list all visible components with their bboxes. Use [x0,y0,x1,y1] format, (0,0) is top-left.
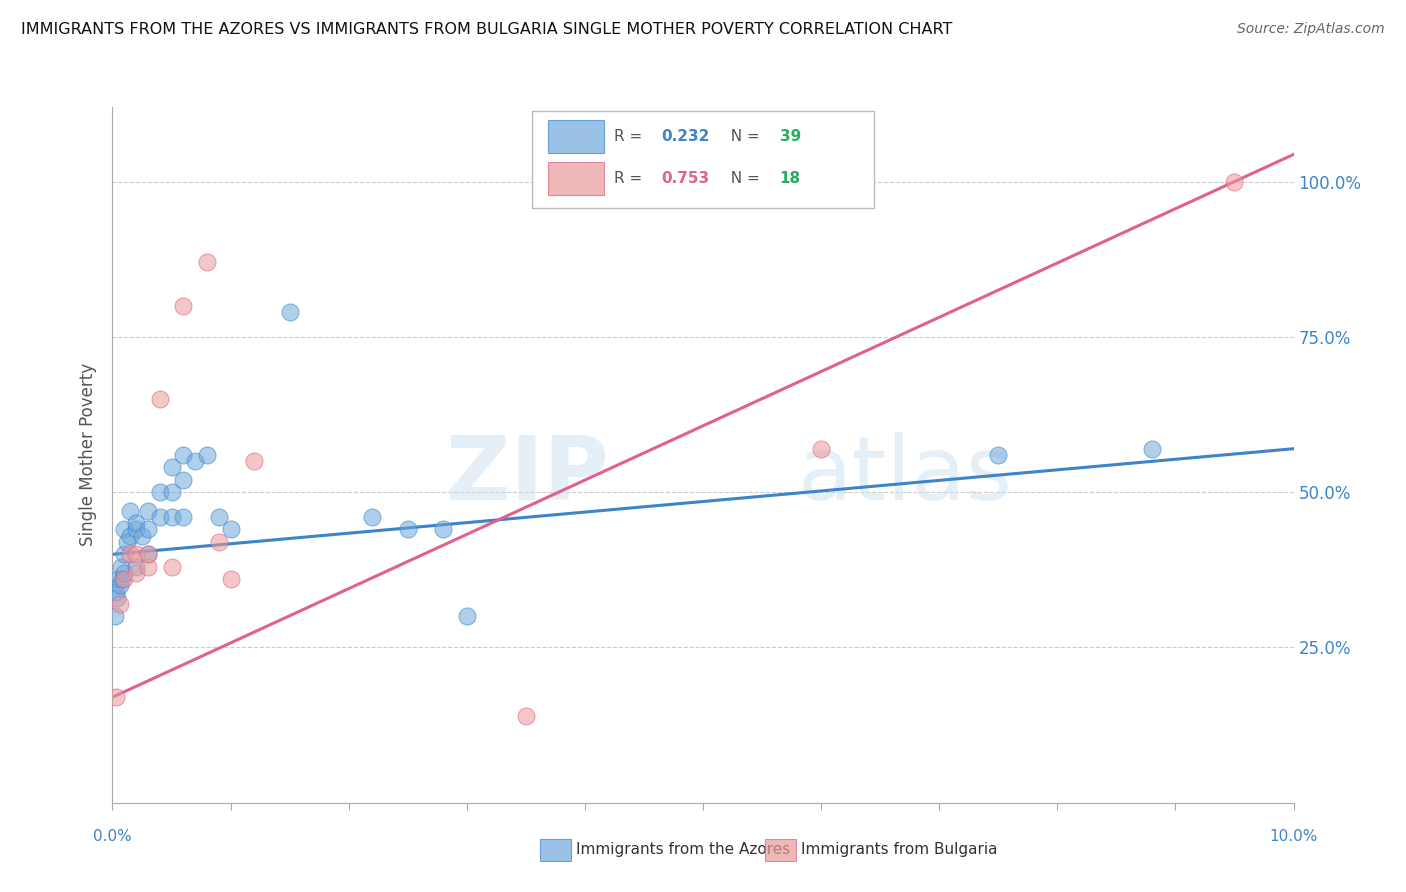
Point [131,529,153,543]
FancyBboxPatch shape [548,120,603,153]
Point [1223,175,1246,189]
Point [125,523,148,537]
Point [105,690,128,705]
Point [120,529,142,543]
Point [195,255,218,269]
Text: atlas: atlas [797,433,1012,519]
Text: Immigrants from Bulgaria: Immigrants from Bulgaria [801,842,998,856]
Text: R =: R = [614,128,648,144]
Point [149,485,172,500]
Point [125,566,148,580]
Point [172,448,194,462]
Point [112,566,135,580]
Point [125,516,148,531]
Point [111,572,134,586]
Text: 0.232: 0.232 [662,128,710,144]
Point [195,448,218,462]
Y-axis label: Single Mother Poverty: Single Mother Poverty [79,363,97,547]
Point [108,578,131,592]
Point [136,504,159,518]
Point [172,299,194,313]
FancyBboxPatch shape [531,111,875,208]
Point [136,547,159,561]
Point [125,559,148,574]
Point [987,448,1010,462]
Text: R =: R = [614,170,648,186]
Point [105,591,128,605]
Point [115,535,138,549]
Text: Immigrants from the Azores: Immigrants from the Azores [576,842,790,856]
Point [278,305,301,319]
Point [1140,442,1163,456]
FancyBboxPatch shape [548,162,603,194]
Point [172,473,194,487]
Point [112,523,135,537]
Point [120,547,142,561]
Point [108,597,131,611]
Point [105,584,128,599]
Point [160,485,183,500]
Point [208,535,231,549]
Point [149,392,172,406]
Point [104,609,127,624]
Point [432,523,454,537]
Text: IMMIGRANTS FROM THE AZORES VS IMMIGRANTS FROM BULGARIA SINGLE MOTHER POVERTY COR: IMMIGRANTS FROM THE AZORES VS IMMIGRANTS… [21,22,952,37]
Point [456,609,478,624]
Text: ZIP: ZIP [446,433,609,519]
Text: 39: 39 [780,128,801,144]
Text: 0.0%: 0.0% [93,830,132,844]
Point [136,547,159,561]
Point [361,510,384,524]
Point [136,523,159,537]
Point [515,708,537,723]
Point [208,510,231,524]
Text: 0.753: 0.753 [662,170,710,186]
Point [396,523,419,537]
Text: N =: N = [721,128,765,144]
Point [112,547,135,561]
Point [125,547,148,561]
Point [184,454,207,468]
Point [136,559,159,574]
Text: 18: 18 [780,170,801,186]
Point [219,572,242,586]
Point [172,510,194,524]
Text: Source: ZipAtlas.com: Source: ZipAtlas.com [1237,22,1385,37]
Point [160,559,183,574]
Point [107,572,129,586]
Point [112,572,135,586]
Point [149,510,172,524]
Point [243,454,266,468]
Point [160,460,183,475]
Point [810,442,832,456]
Text: 10.0%: 10.0% [1270,830,1317,844]
Point [219,523,242,537]
Point [120,504,142,518]
Text: N =: N = [721,170,765,186]
Point [110,559,132,574]
Point [160,510,183,524]
